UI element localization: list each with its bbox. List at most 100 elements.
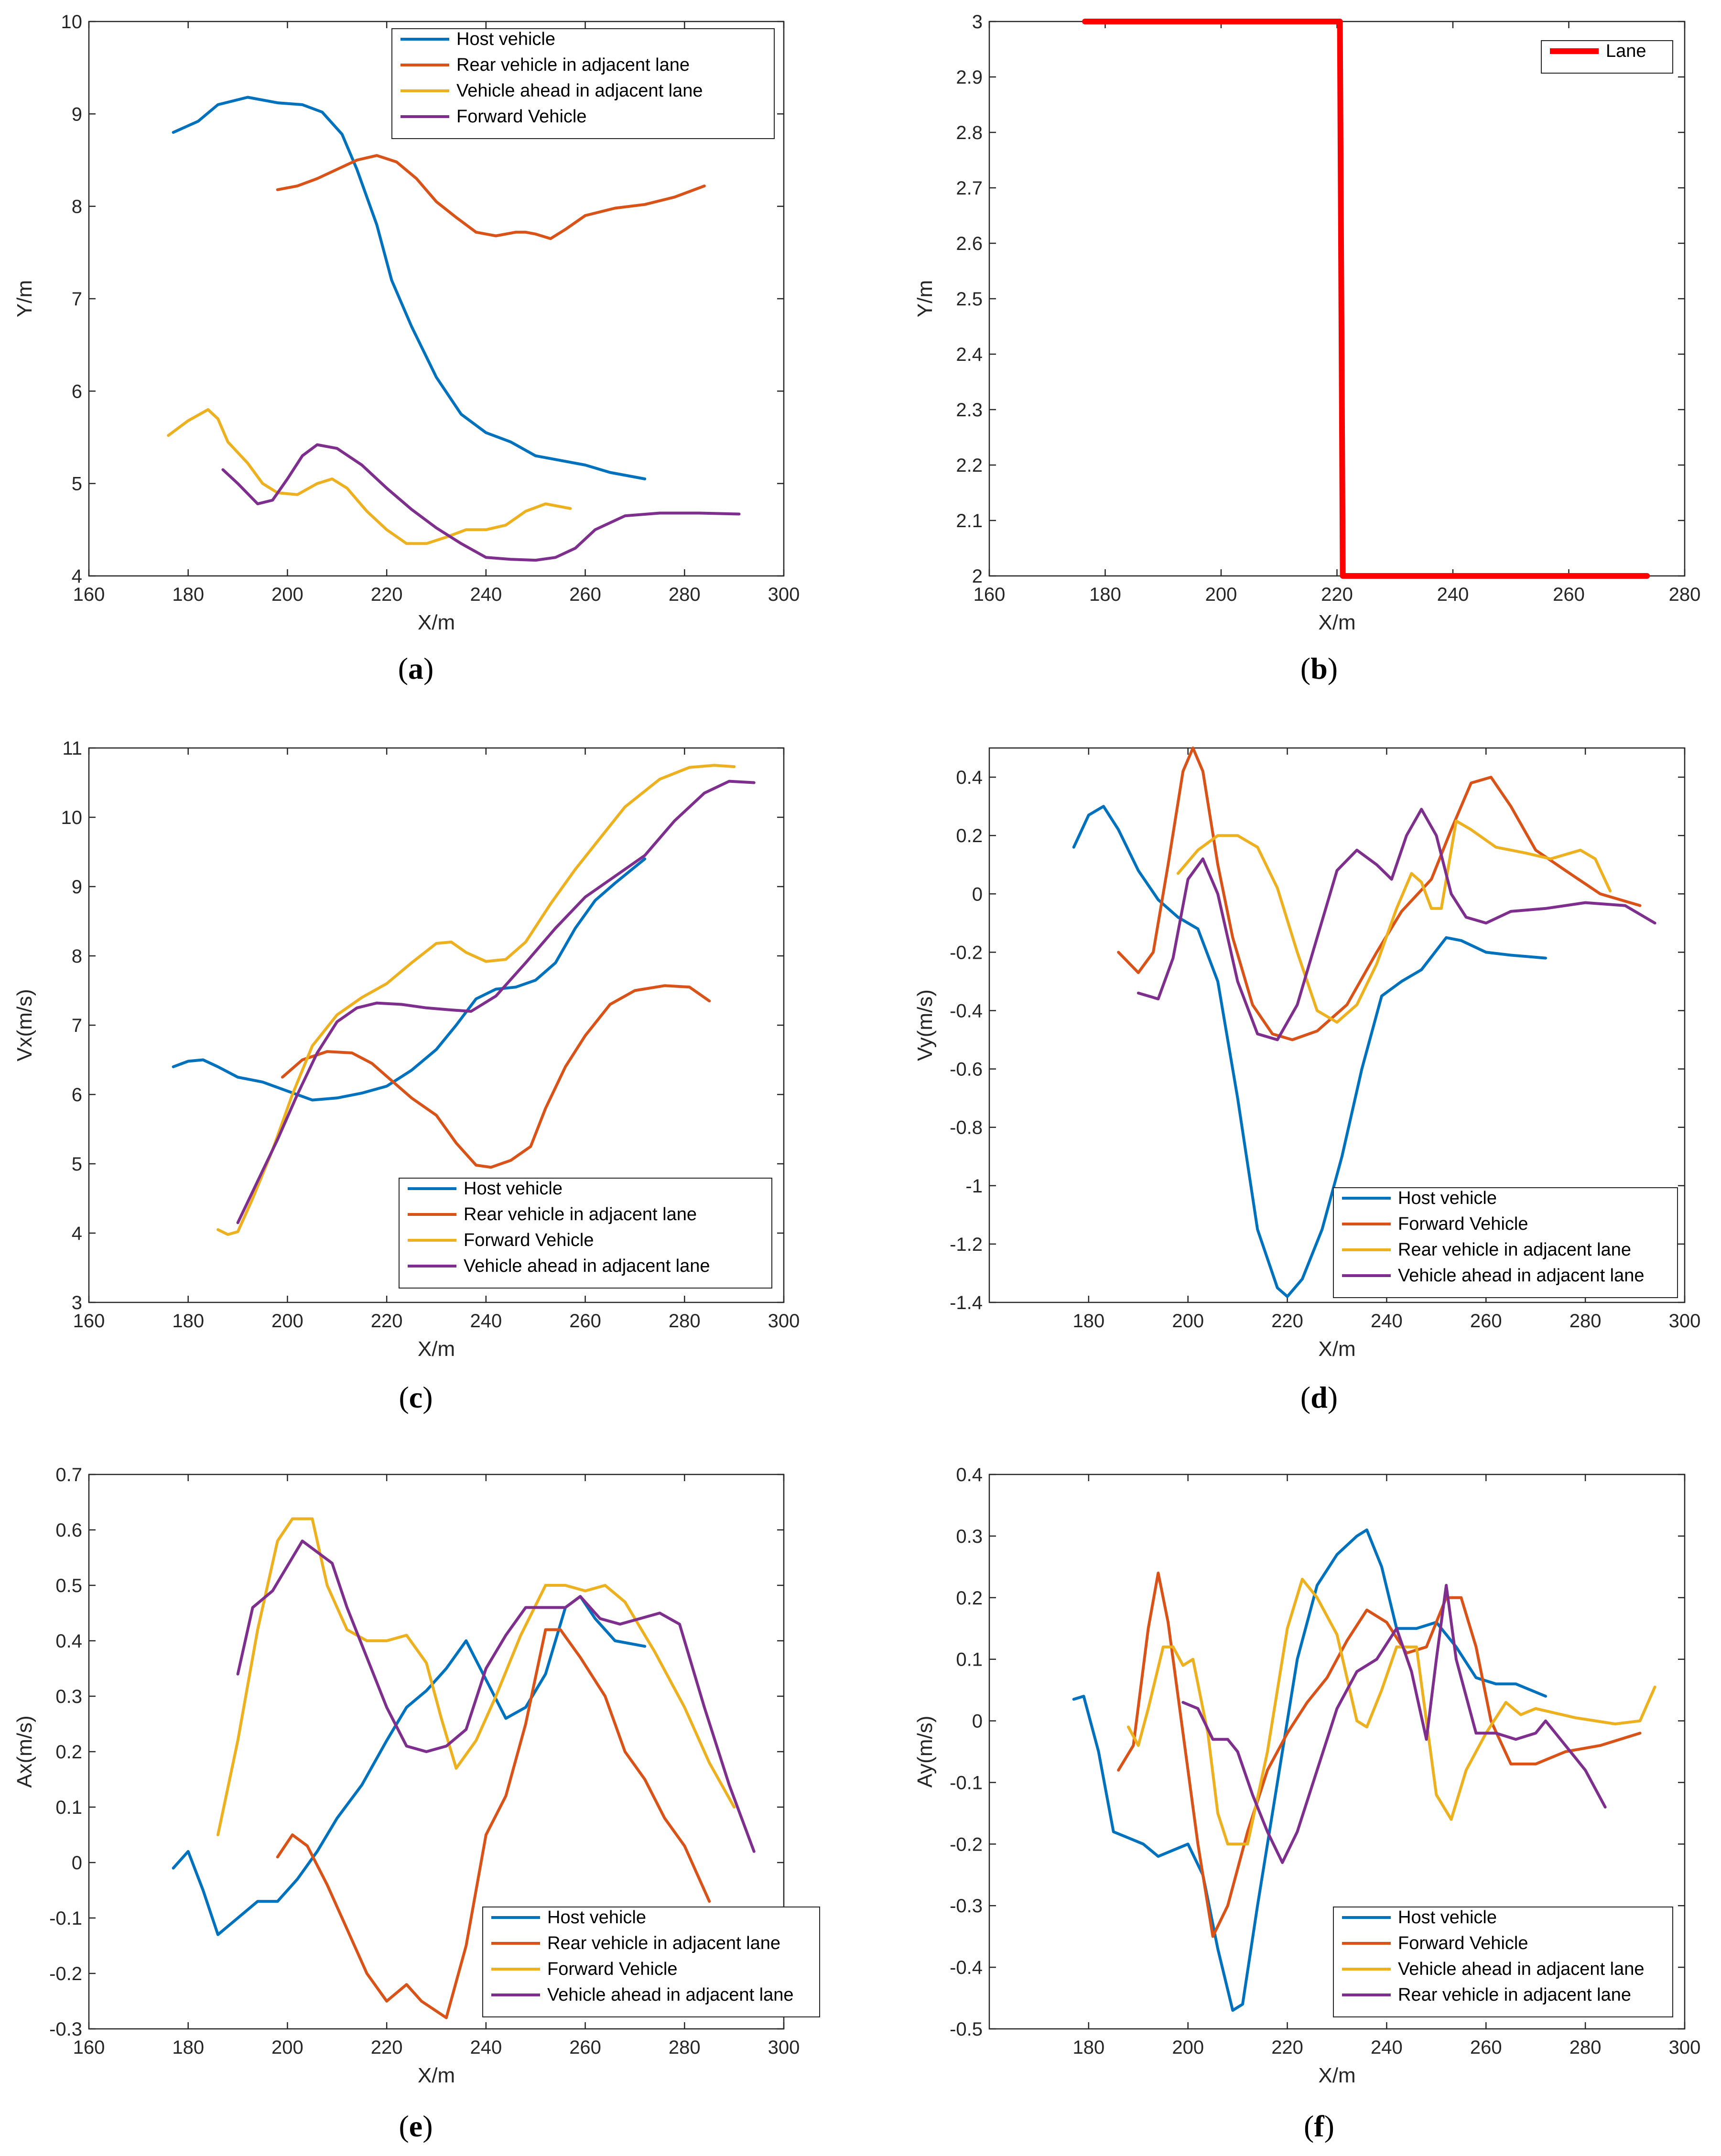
y-tick-label: 5 bbox=[72, 1154, 82, 1175]
y-tick-label: 0.4 bbox=[956, 1464, 983, 1485]
y-tick-label: 0.2 bbox=[55, 1742, 82, 1763]
legend-label: Vehicle ahead in adjacent lane bbox=[456, 81, 703, 101]
series-line-vehicle-ahead-in-adjacent-lane bbox=[167, 408, 572, 545]
legend-label: Vehicle ahead in adjacent lane bbox=[1398, 1959, 1645, 1979]
y-tick-label: 0.3 bbox=[956, 1526, 983, 1547]
y-tick-label: 2.5 bbox=[956, 289, 983, 310]
panel-caption: (d) bbox=[1300, 1380, 1338, 1414]
y-tick-label: 0.5 bbox=[55, 1575, 82, 1596]
x-tick-label: 220 bbox=[1321, 584, 1353, 605]
y-tick-label: 7 bbox=[72, 289, 82, 310]
x-axis-label: X/m bbox=[418, 611, 455, 634]
y-tick-label: 2.3 bbox=[956, 400, 983, 421]
legend: Host vehicle Rear vehicle in adjacent lan… bbox=[391, 28, 775, 139]
panel-caption: (f) bbox=[1304, 2109, 1334, 2143]
y-tick-label: -0.3 bbox=[49, 2019, 82, 2040]
legend: Host vehicle Forward Vehicle Vehicle ahead… bbox=[1333, 1907, 1673, 2017]
x-tick-label: 180 bbox=[172, 1311, 204, 1332]
legend-label: Vehicle ahead in adjacent lane bbox=[547, 1985, 794, 2005]
chart-panel-b: 160 180 200 220 240 260 280 2 2.1 2.2 2.3 2.4 2.5 2.6… bbox=[913, 11, 1700, 685]
y-tick-label: 3 bbox=[972, 11, 983, 33]
x-tick-label: 240 bbox=[470, 584, 502, 605]
y-tick-label: 0.3 bbox=[55, 1686, 82, 1707]
chart-panel-d: 180 200 220 240 260 280 300 -1.4 -1.2 -1 -0.8 -0.6 -… bbox=[913, 747, 1700, 1414]
x-axis-label: X/m bbox=[1318, 2064, 1355, 2087]
legend-label: Host vehicle bbox=[547, 1907, 646, 1928]
series-line-rear-vehicle-in-adjacent-lane bbox=[276, 154, 706, 240]
legend-label: Forward Vehicle bbox=[547, 1959, 677, 1979]
x-tick-label: 200 bbox=[271, 584, 303, 605]
x-tick-label: 280 bbox=[669, 584, 701, 605]
y-tick-label: 0.2 bbox=[956, 825, 983, 846]
y-tick-label: 0.1 bbox=[956, 1649, 983, 1670]
y-tick-label: 10 bbox=[61, 807, 83, 828]
x-tick-label: 200 bbox=[1172, 1311, 1204, 1332]
y-tick-label: 9 bbox=[72, 104, 82, 125]
legend-label: Rear vehicle in adjacent lane bbox=[547, 1933, 780, 1953]
y-tick-label: 6 bbox=[72, 381, 82, 402]
legend-box bbox=[1333, 1187, 1678, 1298]
y-tick-label: 2.7 bbox=[956, 178, 983, 199]
legend-label: Forward Vehicle bbox=[464, 1230, 594, 1250]
legend-label: Vehicle ahead in adjacent lane bbox=[464, 1256, 710, 1276]
legend-label: Rear vehicle in adjacent lane bbox=[456, 55, 690, 75]
y-tick-label: 0.7 bbox=[55, 1464, 82, 1485]
chart-panel-a: 160 180 200 220 240 260 280 300 4 5 6 7 8 9 10 X/m Y/m Ho… bbox=[13, 11, 800, 685]
x-tick-label: 240 bbox=[470, 1311, 502, 1332]
legend-label: Forward Vehicle bbox=[1398, 1214, 1528, 1234]
x-tick-label: 260 bbox=[569, 584, 601, 605]
x-tick-label: 180 bbox=[1072, 2037, 1104, 2058]
y-tick-label: 8 bbox=[72, 196, 82, 217]
x-tick-label: 200 bbox=[1205, 584, 1237, 605]
series-line-rear-vehicle-in-adjacent-lane bbox=[1181, 1584, 1607, 1864]
x-tick-label: 240 bbox=[1371, 2037, 1403, 2058]
x-tick-label: 180 bbox=[172, 584, 204, 605]
y-tick-label: 2.1 bbox=[956, 510, 983, 531]
series-line-vehicle-ahead-in-adjacent-lane bbox=[236, 780, 756, 1224]
x-tick-label: 220 bbox=[371, 584, 403, 605]
series-line-host-vehicle bbox=[172, 857, 647, 1102]
legend-box bbox=[482, 1907, 820, 2017]
y-tick-label: 11 bbox=[62, 738, 82, 759]
x-tick-label: 260 bbox=[569, 1311, 601, 1332]
x-tick-label: 260 bbox=[1470, 1311, 1502, 1332]
series-line-host-vehicle bbox=[1072, 805, 1547, 1298]
panel-caption: (c) bbox=[399, 1380, 433, 1414]
series-line-vehicle-ahead-in-adjacent-lane bbox=[1127, 1578, 1656, 1846]
y-tick-label: 6 bbox=[72, 1084, 82, 1105]
y-tick-label: 2.2 bbox=[956, 455, 983, 476]
y-tick-label: 2.4 bbox=[956, 344, 983, 365]
y-tick-label: 8 bbox=[72, 946, 82, 967]
x-tick-label: 160 bbox=[73, 1311, 105, 1332]
x-tick-label: 260 bbox=[569, 2037, 601, 2058]
panel-caption: (a) bbox=[398, 651, 434, 685]
legend-label: Host vehicle bbox=[464, 1179, 563, 1199]
y-tick-label: 0.4 bbox=[55, 1631, 82, 1652]
panel-caption: (e) bbox=[399, 2109, 433, 2143]
y-tick-label: -0.4 bbox=[950, 1000, 983, 1021]
series-line-forward-vehicle bbox=[1117, 747, 1642, 1041]
x-axis-label: X/m bbox=[1318, 1337, 1355, 1361]
x-tick-label: 160 bbox=[974, 584, 1006, 605]
lane-transition-line bbox=[1339, 21, 1344, 576]
y-tick-label: -0.2 bbox=[950, 1834, 983, 1855]
y-tick-label: 2.8 bbox=[956, 122, 983, 143]
series-line-vehicle-ahead-in-adjacent-lane bbox=[1137, 808, 1656, 1041]
y-tick-label: 0.6 bbox=[55, 1520, 82, 1541]
x-tick-label: 200 bbox=[1172, 2037, 1204, 2058]
legend-label: Forward Vehicle bbox=[456, 107, 586, 127]
y-tick-label: -1 bbox=[965, 1176, 983, 1197]
series-line-host-vehicle bbox=[172, 96, 647, 480]
y-tick-label: 4 bbox=[72, 1223, 82, 1244]
x-tick-label: 240 bbox=[470, 2037, 502, 2058]
x-tick-label: 180 bbox=[1089, 584, 1121, 605]
y-tick-label: 3 bbox=[72, 1292, 82, 1313]
y-axis-label: Vy(m/s) bbox=[913, 989, 937, 1061]
y-tick-label: 0 bbox=[72, 1853, 82, 1874]
y-tick-label: 0 bbox=[972, 884, 983, 905]
y-tick-label: -1.2 bbox=[950, 1234, 983, 1255]
x-tick-label: 200 bbox=[271, 2037, 303, 2058]
x-tick-label: 220 bbox=[1271, 1311, 1303, 1332]
y-tick-label: 0 bbox=[972, 1711, 983, 1732]
legend-label: Host vehicle bbox=[456, 29, 555, 49]
